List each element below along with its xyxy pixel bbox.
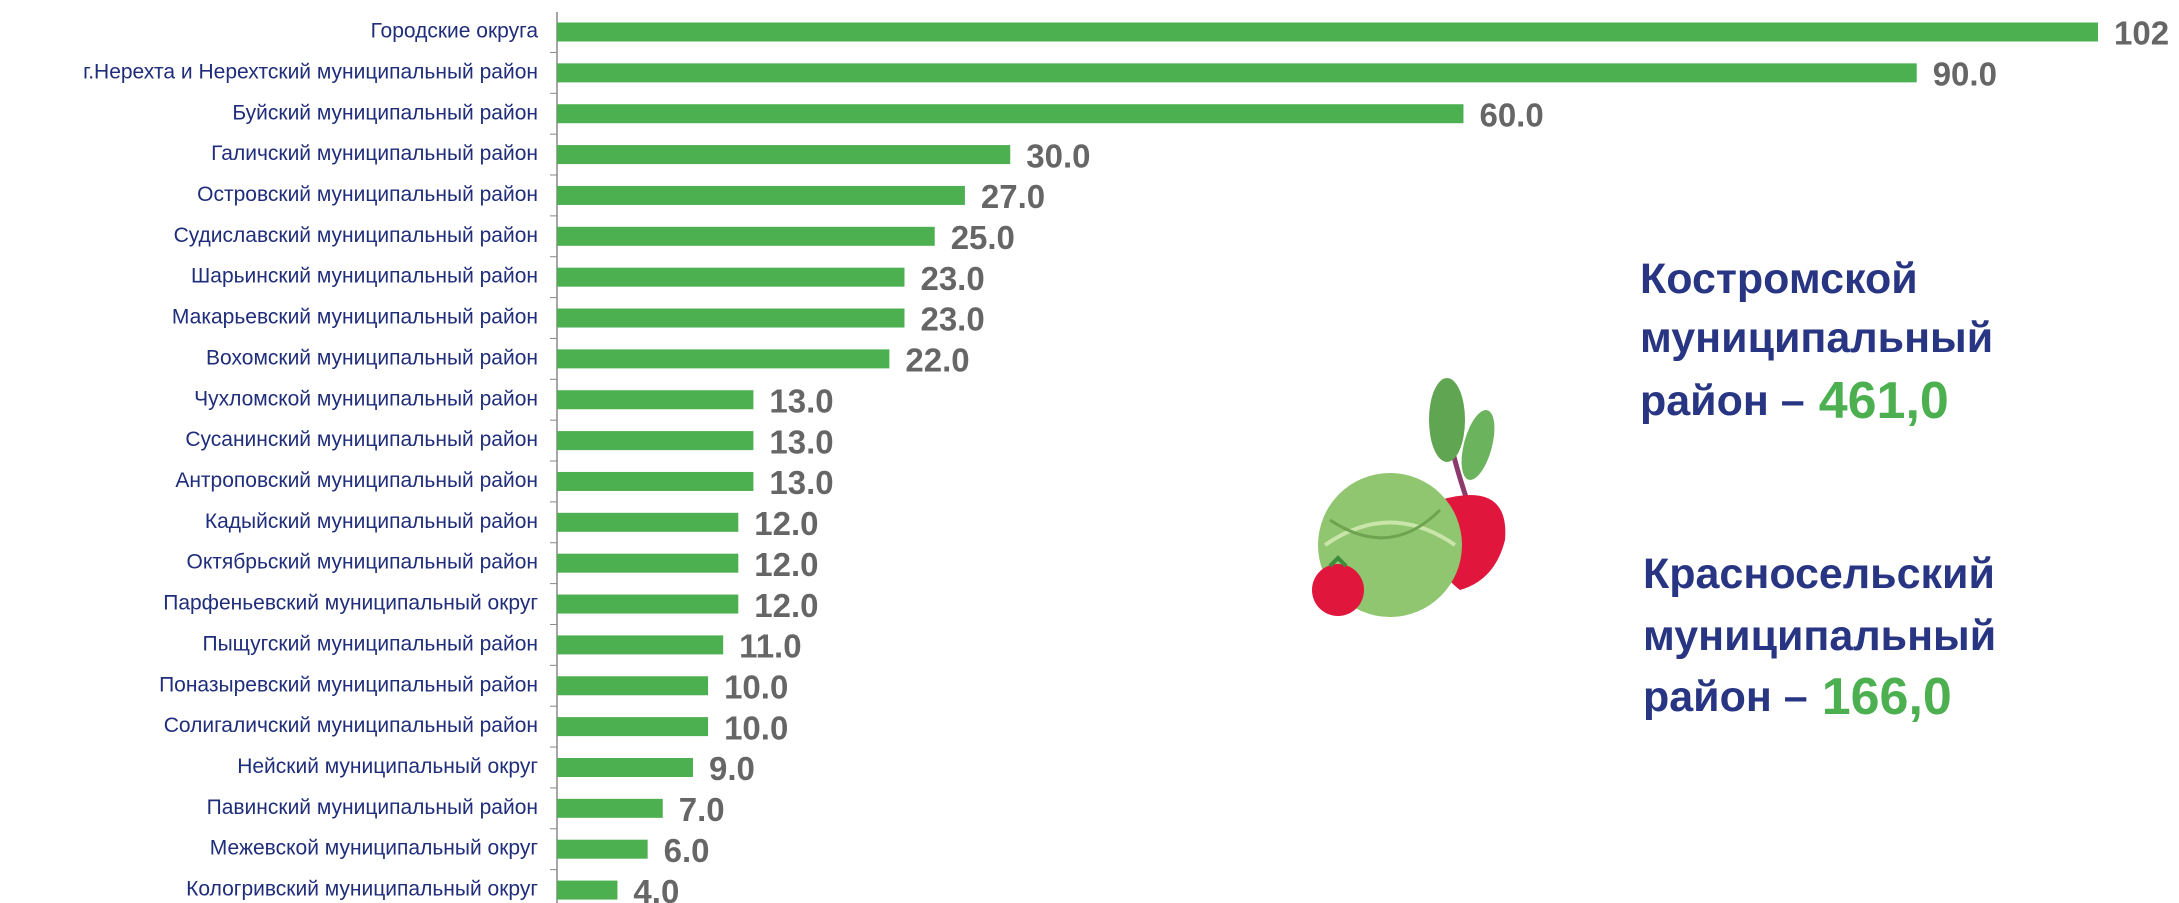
- annotation-line: Красносельский: [1643, 550, 1995, 598]
- bar: [557, 349, 889, 368]
- bar: [557, 186, 965, 205]
- category-label: Кадыйский муниципальный район: [205, 510, 538, 533]
- value-label: 90.0: [1933, 56, 1997, 93]
- page: Городские округа 102 г.Нерехта и Нерехтски…: [0, 0, 2179, 903]
- annotation-text: Костромской: [1640, 255, 1918, 303]
- annotation-line: район –: [1640, 377, 1805, 425]
- category-label: Поназыревский муниципальный район: [159, 673, 538, 696]
- value-label: 9.0: [709, 750, 755, 787]
- category-label: Макарьевский муниципальный район: [172, 306, 538, 329]
- value-label: 6.0: [664, 832, 710, 869]
- value-label: 22.0: [905, 342, 969, 379]
- annotation-line: муниципальный: [1640, 314, 1993, 362]
- category-label: Межевской муниципальный округ: [210, 837, 539, 860]
- bar: [557, 881, 617, 900]
- bar: [557, 227, 935, 246]
- value-label: 12.0: [754, 505, 818, 542]
- chart: Городские округа 102 г.Нерехта и Нерехтски…: [0, 0, 2179, 903]
- bar: [557, 758, 693, 777]
- value-label: 11.0: [739, 628, 801, 665]
- category-label: г.Нерехта и Нерехтский муниципальный рай…: [83, 60, 538, 83]
- value-label: 4.0: [633, 873, 679, 903]
- bar: [557, 23, 2098, 42]
- value-label: 25.0: [951, 219, 1015, 256]
- annotation-text: муниципальный: [1643, 612, 1996, 660]
- bar: [557, 840, 648, 859]
- category-label: Кологривский муниципальный округ: [186, 878, 538, 901]
- bar: [557, 717, 708, 736]
- category-label: Антроповский муниципальный район: [175, 469, 538, 492]
- category-label: Сусанинский муниципальный район: [185, 428, 538, 451]
- annotation-line: Костромской: [1640, 255, 1918, 303]
- bar: [557, 676, 708, 695]
- bar: [557, 104, 1463, 123]
- category-label: Павинский муниципальный район: [207, 796, 538, 819]
- annotation-value: 166,0: [1822, 668, 1952, 726]
- value-label: 13.0: [769, 423, 833, 460]
- value-label: 7.0: [679, 791, 725, 828]
- value-label: 10.0: [724, 668, 788, 705]
- category-label: Вохомский муниципальный район: [206, 346, 538, 369]
- category-label: Островский муниципальный район: [197, 183, 538, 206]
- annotation-line: муниципальный: [1643, 612, 1996, 660]
- value-label: 60.0: [1479, 96, 1543, 133]
- vegetables-illustration: [1312, 378, 1505, 617]
- bar: [557, 145, 1010, 164]
- category-label: Пыщугский муниципальный район: [202, 632, 538, 655]
- value-label: 10.0: [724, 709, 788, 746]
- bar: [557, 635, 723, 654]
- category-label: Городские округа: [371, 20, 539, 43]
- value-label: 30.0: [1026, 137, 1090, 174]
- value-label: 13.0: [769, 382, 833, 419]
- annotation-line: район –: [1643, 673, 1808, 721]
- bar: [557, 472, 753, 491]
- category-label: Шарьинский муниципальный район: [191, 265, 538, 288]
- category-label: Солигаличский муниципальный район: [164, 714, 538, 737]
- value-label: 27.0: [981, 178, 1045, 215]
- category-label: Чухломской муниципальный район: [194, 387, 538, 410]
- bar: [557, 554, 738, 573]
- category-label: Октябрьский муниципальный район: [186, 551, 538, 574]
- bar: [557, 390, 753, 409]
- annotation-value: 461,0: [1819, 372, 1949, 430]
- category-label: Судиславский муниципальный район: [174, 224, 538, 247]
- category-label: Нейский муниципальный округ: [237, 755, 538, 778]
- annotation-text: муниципальный: [1640, 314, 1993, 362]
- annotation-text: район – 461,0: [1640, 372, 1949, 430]
- category-label: Галичский муниципальный район: [211, 142, 538, 165]
- bar: [557, 268, 904, 287]
- value-label: 102: [2114, 15, 2169, 52]
- value-label: 23.0: [920, 301, 984, 338]
- bar: [557, 309, 904, 328]
- annotation-text: Красносельский: [1643, 550, 1995, 598]
- value-label: 23.0: [920, 260, 984, 297]
- bar: [557, 595, 738, 614]
- bar: [557, 513, 738, 532]
- category-label: Буйский муниципальный район: [232, 101, 538, 124]
- value-label: 12.0: [754, 587, 818, 624]
- bar: [557, 431, 753, 450]
- value-label: 12.0: [754, 546, 818, 583]
- value-label: 13.0: [769, 464, 833, 501]
- category-label: Парфеньевский муниципальный округ: [163, 592, 538, 615]
- bar: [557, 63, 1917, 82]
- bar: [557, 799, 663, 818]
- annotation-text: район – 166,0: [1643, 668, 1952, 726]
